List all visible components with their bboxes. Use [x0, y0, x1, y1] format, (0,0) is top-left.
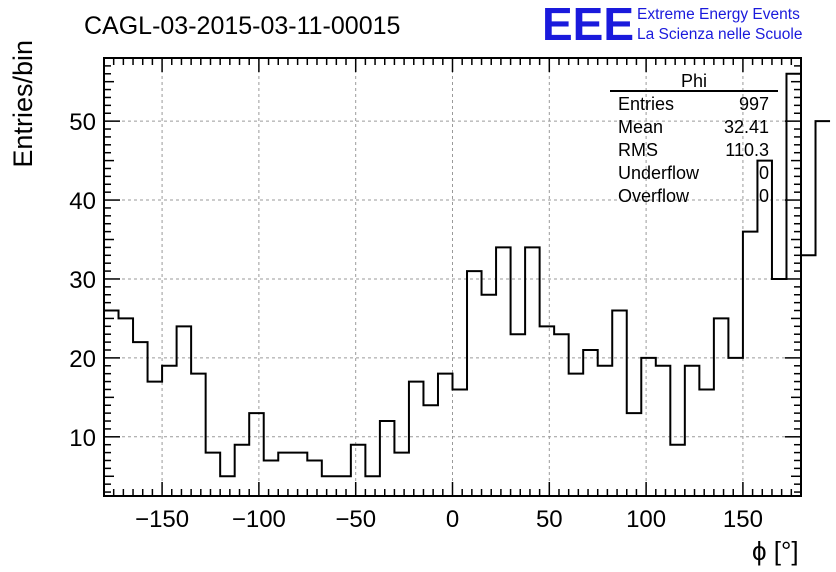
histogram-bin — [133, 342, 148, 496]
x-tick-label: −50 — [335, 506, 376, 533]
histogram-bin — [496, 247, 511, 496]
y-tick-label: 20 — [69, 346, 96, 373]
histogram-bin — [482, 295, 497, 496]
org-name-line1: Extreme Energy Events — [637, 6, 800, 23]
stats-row-value: 110.3 — [725, 140, 769, 160]
axis-ticks — [104, 58, 801, 496]
histogram-bin — [569, 374, 584, 496]
stats-row-value: 997 — [739, 94, 769, 114]
x-tick-label: 100 — [626, 506, 666, 533]
histogram-bin — [743, 232, 758, 496]
histogram-bin — [365, 476, 380, 496]
histogram-bin — [598, 366, 613, 496]
histogram-bin — [177, 326, 192, 496]
histogram-bin — [148, 382, 163, 496]
histogram-bin — [685, 366, 700, 496]
y-tick-label: 30 — [69, 267, 96, 294]
histogram-bin — [293, 453, 308, 496]
histogram-bin — [206, 453, 221, 496]
histogram-bin — [394, 453, 409, 496]
histogram-bin — [336, 476, 351, 496]
stats-row-label: RMS — [618, 140, 658, 160]
x-tick-label: 0 — [446, 506, 459, 533]
stats-title: Phi — [681, 71, 707, 91]
histogram-bin — [583, 350, 598, 496]
histogram-bin — [612, 311, 627, 496]
histogram-bin — [322, 476, 337, 496]
y-axis-title: Entries/bin — [8, 40, 38, 168]
histogram-bin — [627, 413, 642, 496]
stats-row-label: Underflow — [618, 163, 700, 183]
histogram-series — [104, 72, 831, 496]
histogram-bin — [728, 358, 743, 496]
histogram-bin — [670, 445, 685, 496]
histogram-bin — [772, 279, 787, 496]
histogram-bin — [757, 161, 772, 496]
histogram-bin — [641, 358, 656, 496]
histogram-bin — [307, 460, 322, 496]
histogram-bin — [409, 382, 424, 496]
stats-row-value: 0 — [759, 186, 769, 206]
histogram-bin — [656, 366, 671, 496]
histogram-bin — [467, 271, 482, 496]
histogram-bin — [278, 453, 293, 496]
org-name-line2: La Scienza nelle Scuole — [637, 26, 802, 43]
x-tick-label: 50 — [536, 506, 563, 533]
x-axis-title: ϕ [°] — [752, 536, 799, 566]
y-tick-label: 50 — [69, 109, 96, 136]
eee-logo: EEE — [542, 0, 634, 50]
histogram-bin — [511, 334, 526, 496]
stats-row-value: 32.41 — [724, 117, 769, 137]
histogram-bin — [162, 366, 177, 496]
histogram-bin — [264, 460, 279, 496]
histogram-bin — [714, 318, 729, 496]
histogram-bin — [525, 247, 540, 496]
y-tick-label: 10 — [69, 425, 96, 452]
histogram-bin — [380, 421, 395, 496]
histogram-bin — [438, 374, 453, 496]
histogram-bin — [249, 413, 264, 496]
y-tick-label: 40 — [69, 188, 96, 215]
stats-row-label: Overflow — [618, 186, 690, 206]
stats-row-label: Entries — [618, 94, 674, 114]
histogram-bin — [801, 255, 816, 496]
histogram-bin — [191, 374, 206, 496]
plot-frame — [103, 57, 802, 497]
x-tick-label: −100 — [232, 506, 286, 533]
histogram-bin — [816, 121, 831, 496]
histogram-bin — [119, 318, 134, 496]
stats-row-value: 0 — [759, 163, 769, 183]
stats-row-label: Mean — [618, 117, 663, 137]
x-tick-labels: −150 −100 −50 0 50 100 150 — [135, 506, 763, 533]
histogram-bin — [235, 445, 250, 496]
x-tick-label: 150 — [723, 506, 763, 533]
histogram-bin — [220, 476, 235, 496]
run-title: CAGL-03-2015-03-11-00015 — [84, 12, 400, 40]
histogram-line — [104, 72, 831, 478]
histogram-bin — [540, 326, 555, 496]
histogram-bin — [554, 334, 569, 496]
stats-box: Phi Entries 997 Mean 32.41 RMS 110.3 Underflow… — [610, 71, 778, 206]
histogram-bin — [453, 389, 468, 496]
x-tick-label: −150 — [135, 506, 189, 533]
histogram-bin — [699, 389, 714, 496]
y-tick-labels: 10 20 30 40 50 — [69, 109, 96, 452]
histogram-bin — [351, 445, 366, 496]
histogram-bin — [423, 405, 438, 496]
